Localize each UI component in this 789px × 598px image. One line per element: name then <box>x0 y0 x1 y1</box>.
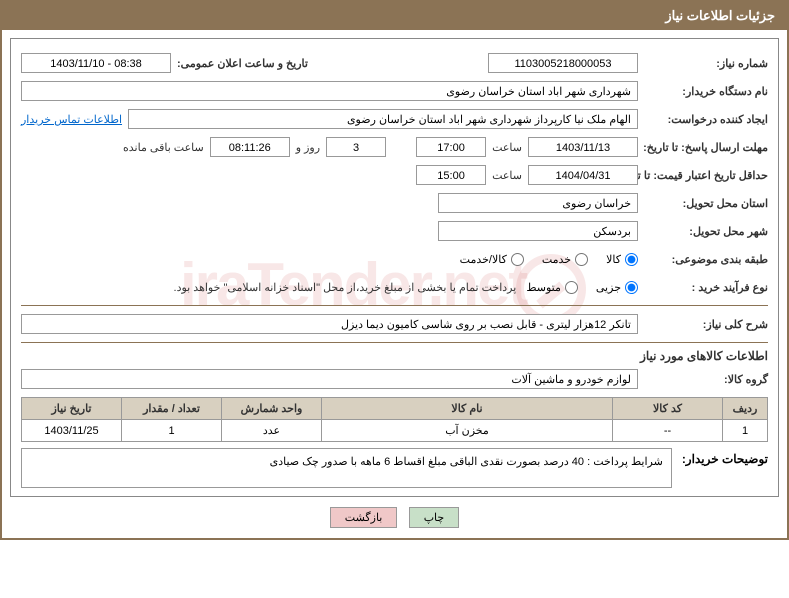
category-service-option[interactable]: خدمت <box>542 253 588 266</box>
days-and-label: روز و <box>290 141 326 154</box>
back-button[interactable]: بازگشت <box>330 507 398 528</box>
cell-name: مخزن آب <box>322 420 613 442</box>
announce-field: 1403/11/10 - 08:38 <box>21 53 171 73</box>
need-number-field: 1103005218000053 <box>488 53 638 73</box>
process-partial-option[interactable]: جزیی <box>596 281 638 294</box>
category-radio-group: کالا خدمت کالا/خدمت <box>460 253 638 266</box>
need-number-label: شماره نیاز: <box>638 57 768 70</box>
summary-field: تانکر 12هزار لیتری - قابل نصب بر روی شاس… <box>21 314 638 334</box>
process-medium-option[interactable]: متوسط <box>526 281 578 294</box>
process-radio-group: جزیی متوسط <box>526 281 638 294</box>
days-remaining-field: 3 <box>326 137 386 157</box>
deadline-label: مهلت ارسال پاسخ: تا تاریخ: <box>638 141 768 154</box>
category-goods-radio[interactable] <box>625 253 638 266</box>
requester-label: ایجاد کننده درخواست: <box>638 113 768 126</box>
category-service-label: خدمت <box>542 253 571 266</box>
col-date: تاریخ نیاز <box>22 398 122 420</box>
details-box: شماره نیاز: 1103005218000053 تاریخ و ساع… <box>10 38 779 497</box>
group-field: لوازم خودرو و ماشین آلات <box>21 369 638 389</box>
remaining-label: ساعت باقی مانده <box>117 141 210 154</box>
province-label: استان محل تحویل: <box>638 197 768 210</box>
deadline-time-field: 17:00 <box>416 137 486 157</box>
separator-1 <box>21 305 768 306</box>
buyer-desc-content: شرایط پرداخت : 40 درصد بصورت نقدی الباقی… <box>21 448 672 488</box>
main-panel: جزئیات اطلاعات نیاز شماره نیاز: 11030052… <box>0 0 789 540</box>
city-field: بردسکن <box>438 221 638 241</box>
category-both-label: کالا/خدمت <box>460 253 507 266</box>
category-both-option[interactable]: کالا/خدمت <box>460 253 524 266</box>
cell-qty: 1 <box>122 420 222 442</box>
col-row: ردیف <box>723 398 768 420</box>
validity-time-field: 15:00 <box>416 165 486 185</box>
process-medium-label: متوسط <box>526 281 561 294</box>
process-medium-radio[interactable] <box>565 281 578 294</box>
category-label: طبقه بندی موضوعی: <box>638 253 768 266</box>
separator-2 <box>21 342 768 343</box>
requester-field: الهام ملک نیا کارپرداز شهرداری شهر اباد … <box>128 109 638 129</box>
col-name: نام کالا <box>322 398 613 420</box>
category-service-radio[interactable] <box>575 253 588 266</box>
validity-date-field: 1404/04/31 <box>528 165 638 185</box>
deadline-date-field: 1403/11/13 <box>528 137 638 157</box>
panel-header: جزئیات اطلاعات نیاز <box>2 2 787 30</box>
cell-row: 1 <box>723 420 768 442</box>
cell-code: -- <box>613 420 723 442</box>
validity-label: حداقل تاریخ اعتبار قیمت: تا تاریخ: <box>638 169 768 182</box>
cell-unit: عدد <box>222 420 322 442</box>
cell-date: 1403/11/25 <box>22 420 122 442</box>
time-label-1: ساعت <box>486 141 528 154</box>
col-code: کد کالا <box>613 398 723 420</box>
buyer-org-field: شهرداری شهر اباد استان خراسان رضوی <box>21 81 638 101</box>
process-partial-radio[interactable] <box>625 281 638 294</box>
time-label-2: ساعت <box>486 169 528 182</box>
province-field: خراسان رضوی <box>438 193 638 213</box>
process-partial-label: جزیی <box>596 281 621 294</box>
buyer-org-label: نام دستگاه خریدار: <box>638 85 768 98</box>
summary-label: شرح کلی نیاز: <box>638 318 768 331</box>
process-note: پرداخت تمام یا بخشی از مبلغ خرید،از محل … <box>174 281 517 294</box>
category-goods-option[interactable]: کالا <box>606 253 638 266</box>
footer-buttons: چاپ بازگشت <box>2 507 787 528</box>
city-label: شهر محل تحویل: <box>638 225 768 238</box>
table-row: 1 -- مخزن آب عدد 1 1403/11/25 <box>22 420 768 442</box>
buyer-contact-link[interactable]: اطلاعات تماس خریدار <box>21 113 122 126</box>
category-goods-label: کالا <box>606 253 621 266</box>
group-label: گروه کالا: <box>638 373 768 386</box>
col-unit: واحد شمارش <box>222 398 322 420</box>
process-label: نوع فرآیند خرید : <box>638 281 768 294</box>
category-both-radio[interactable] <box>511 253 524 266</box>
items-section-title: اطلاعات کالاهای مورد نیاز <box>21 349 768 363</box>
print-button[interactable]: چاپ <box>409 507 460 528</box>
col-qty: تعداد / مقدار <box>122 398 222 420</box>
announce-label: تاریخ و ساعت اعلان عمومی: <box>171 57 308 70</box>
remaining-time-field: 08:11:26 <box>210 137 290 157</box>
buyer-desc-label: توضیحات خریدار: <box>682 448 768 466</box>
items-table: ردیف کد کالا نام کالا واحد شمارش تعداد /… <box>21 397 768 442</box>
